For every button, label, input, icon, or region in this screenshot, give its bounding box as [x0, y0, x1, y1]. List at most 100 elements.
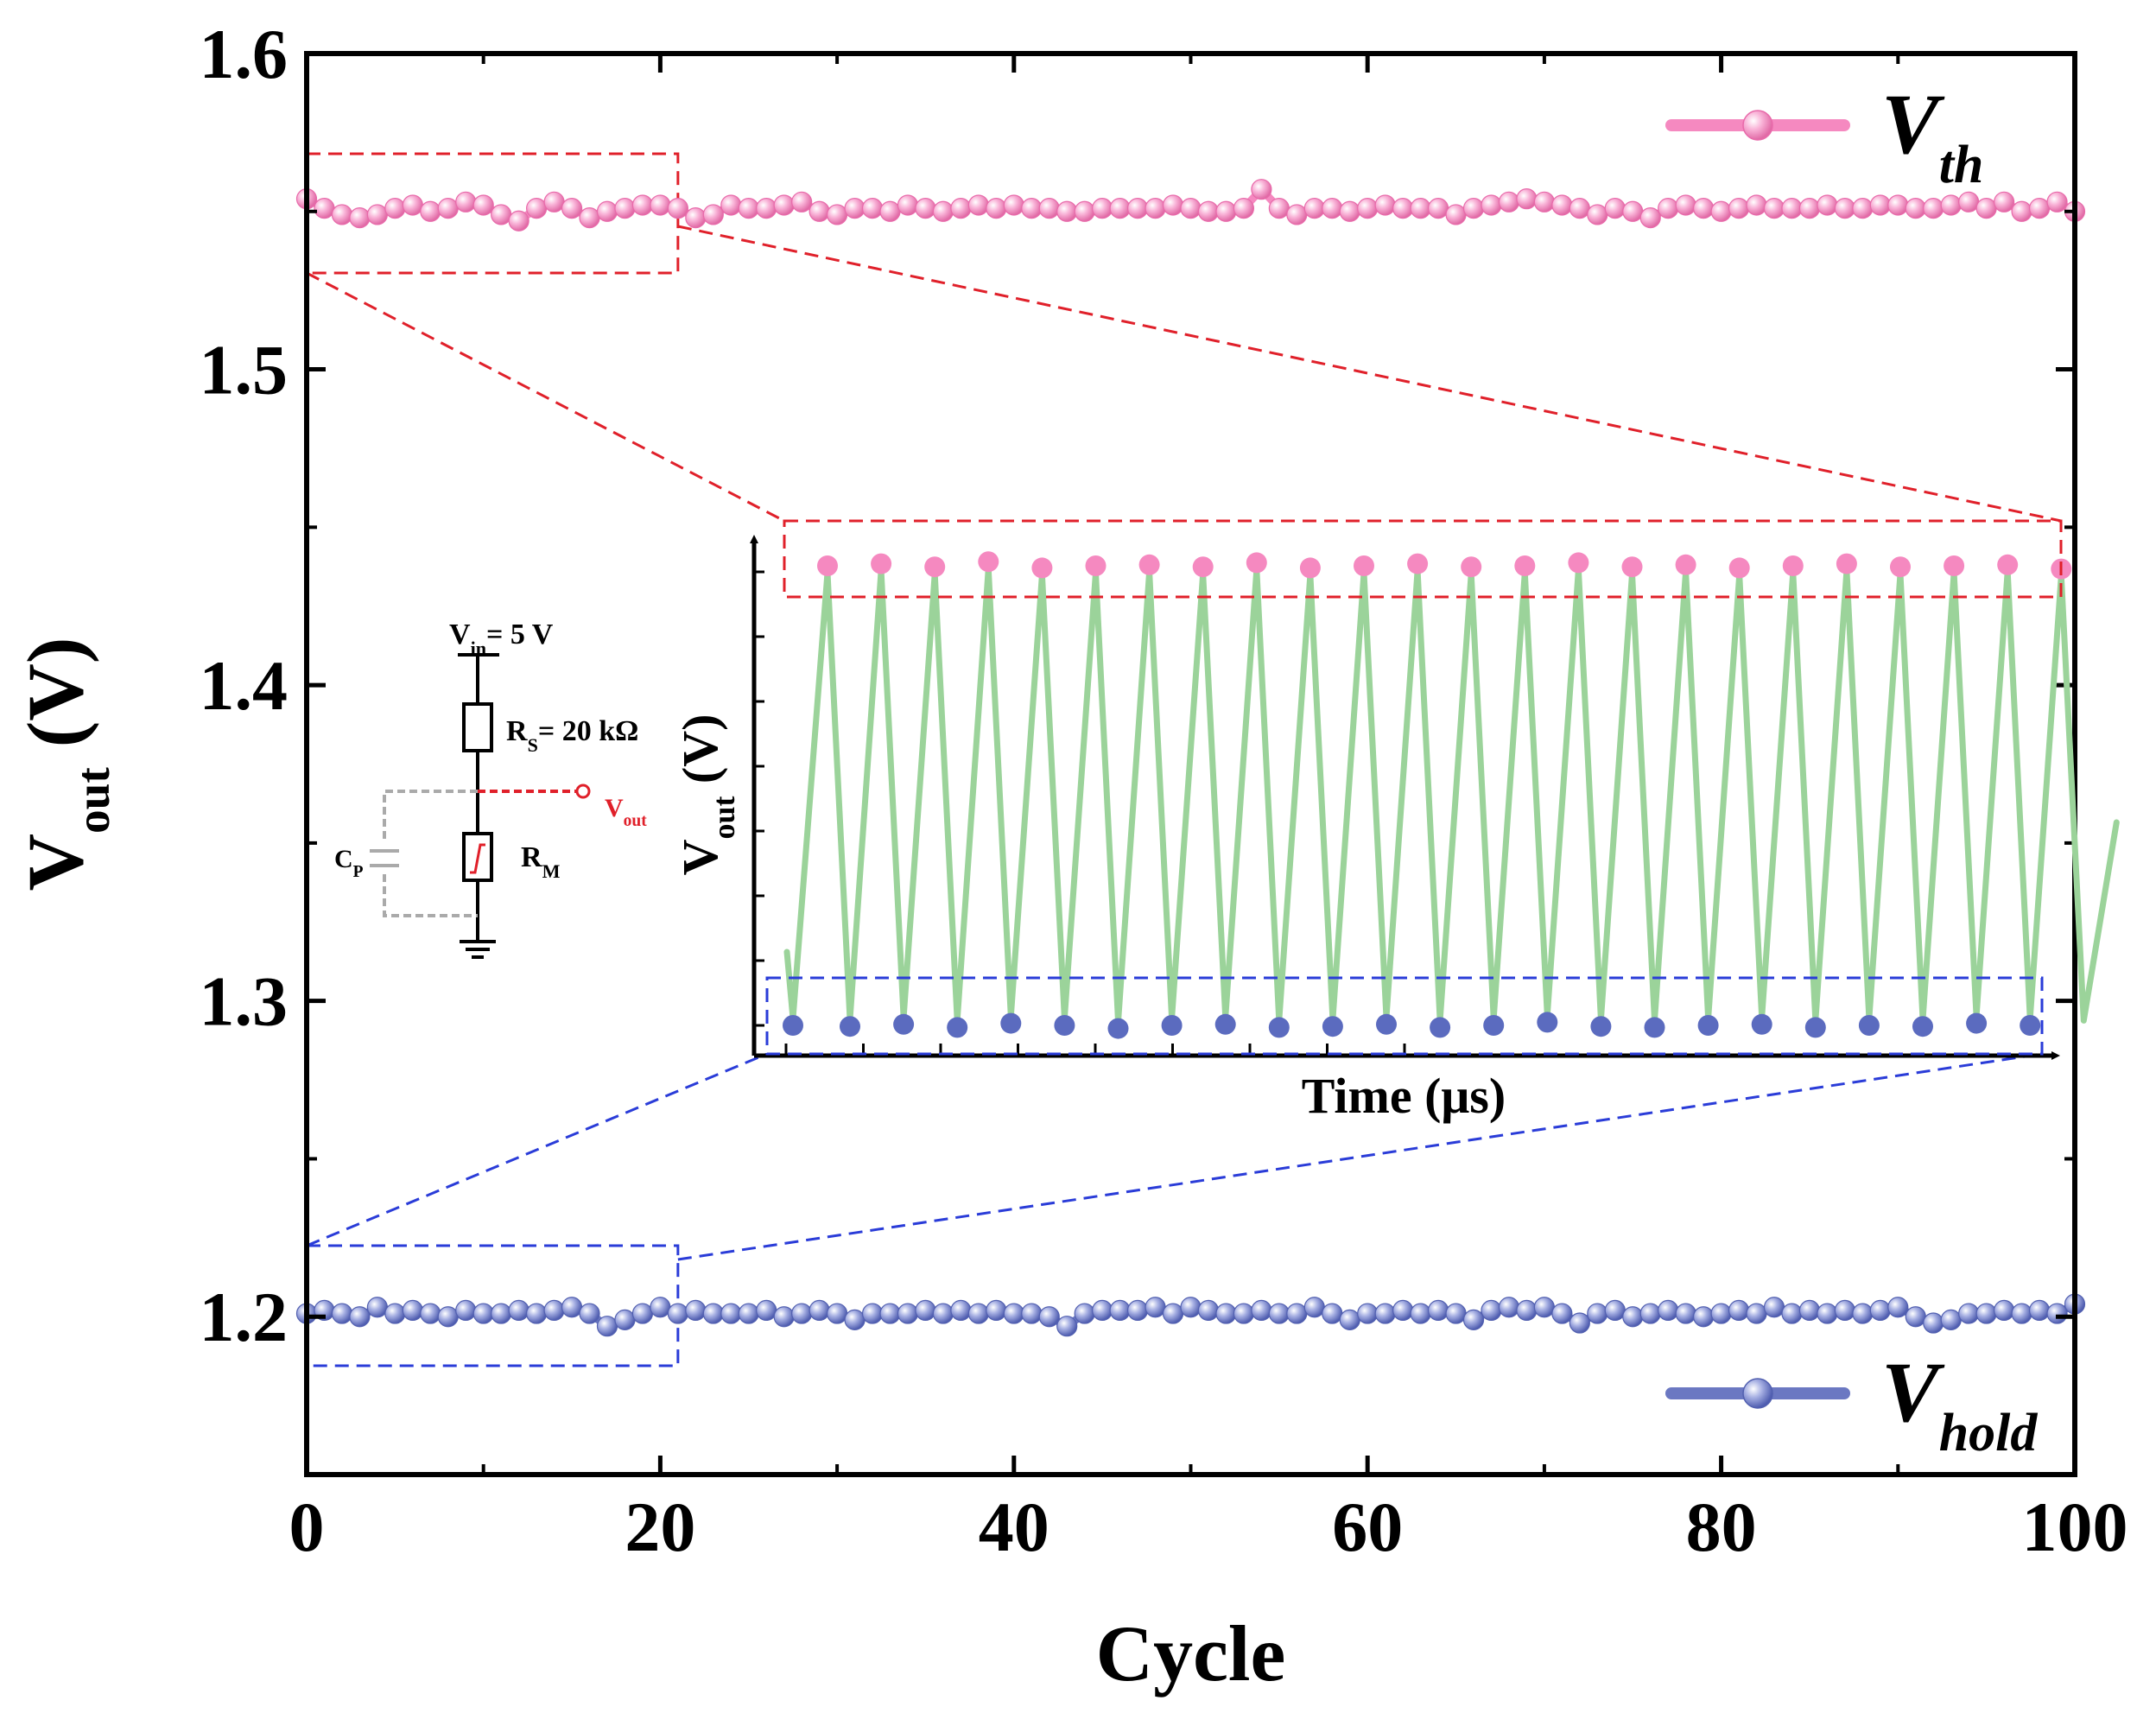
point-th-65 [1445, 204, 1467, 225]
point-hold-64 [1427, 1299, 1449, 1322]
inset-valley-point-9 [1322, 1016, 1343, 1037]
point-hold-71 [1551, 1303, 1573, 1324]
point-th-82 [1746, 194, 1767, 216]
point-th-35 [915, 198, 936, 219]
point-hold-82 [1746, 1303, 1767, 1324]
point-hold-72 [1569, 1312, 1590, 1334]
point-th-49 [1162, 194, 1184, 216]
point-hold-39 [986, 1299, 1007, 1322]
inset-valley-point-0 [840, 1016, 860, 1037]
point-hold-5 [384, 1303, 406, 1324]
point-th-48 [1145, 198, 1166, 219]
point-th-73 [1587, 204, 1608, 225]
inset-valley-point-22 [2020, 1015, 2041, 1036]
point-hold-44 [1074, 1303, 1095, 1324]
point-hold-22 [685, 1299, 707, 1322]
blue-guide-line-right [677, 1052, 2043, 1261]
point-th-32 [861, 198, 884, 219]
point-hold-58 [1322, 1303, 1343, 1324]
point-hold-27 [773, 1306, 795, 1328]
point-th-96 [1994, 191, 2015, 213]
inset-valley-point-12 [1483, 1015, 1505, 1036]
inset-peak-point-20 [1890, 556, 1911, 578]
point-hold-86 [1817, 1303, 1838, 1324]
inset-valley-point-21 [1966, 1012, 1988, 1034]
point-th-60 [1357, 198, 1379, 219]
point-th-2 [331, 204, 353, 225]
point-hold-9 [455, 1299, 477, 1322]
point-th-55 [1268, 198, 1290, 219]
point-hold-88 [1852, 1303, 1874, 1324]
point-th-69 [1516, 188, 1538, 210]
point-th-45 [1092, 198, 1113, 219]
point-th-97 [2011, 200, 2032, 222]
point-hold-29 [808, 1299, 830, 1322]
point-th-71 [1551, 194, 1573, 216]
point-hold-65 [1445, 1303, 1467, 1324]
point-hold-26 [756, 1299, 777, 1322]
circuit-rs-label: RS= 20 kΩ [506, 715, 638, 756]
inset-valley-point-8 [1268, 1017, 1290, 1038]
point-hold-36 [932, 1303, 954, 1324]
point-th-94 [1958, 191, 1980, 213]
inset-peak-point-0 [817, 555, 838, 576]
point-hold-83 [1763, 1297, 1785, 1318]
point-hold-53 [1233, 1303, 1255, 1324]
legend-marker-th [1742, 110, 1773, 141]
inset-peak-point-12 [1461, 556, 1482, 578]
point-hold-47 [1126, 1299, 1149, 1322]
point-th-42 [1038, 198, 1060, 219]
point-th-81 [1728, 198, 1750, 219]
point-th-36 [932, 200, 954, 222]
circuit-rs-resistor [462, 702, 493, 752]
point-hold-31 [844, 1309, 866, 1330]
point-th-92 [1923, 198, 1944, 219]
point-hold-52 [1215, 1303, 1237, 1324]
inset-peak-point-4 [1031, 557, 1053, 579]
point-hold-96 [1994, 1299, 2015, 1322]
point-th-41 [1021, 198, 1043, 219]
point-hold-11 [491, 1303, 512, 1324]
inset-valley-point-17 [1751, 1013, 1772, 1035]
point-hold-46 [1109, 1299, 1131, 1322]
point-th-3 [349, 206, 371, 229]
inset-valley-point-7 [1214, 1013, 1236, 1035]
point-hold-95 [1975, 1303, 1997, 1324]
point-th-59 [1339, 200, 1360, 222]
legend-label-th: Vth [1881, 76, 1983, 194]
inset-valley-point-5 [1107, 1018, 1129, 1039]
point-th-84 [1781, 198, 1803, 219]
point-hold-48 [1145, 1297, 1166, 1318]
point-th-58 [1322, 198, 1343, 219]
inset-valley-point-3 [1000, 1012, 1022, 1034]
circuit-rm-hysteresis-icon [470, 843, 485, 874]
point-th-11 [491, 204, 512, 225]
point-th-67 [1481, 194, 1502, 216]
point-th-27 [773, 194, 795, 216]
point-th-13 [526, 198, 548, 219]
inset-valley-point-15 [1644, 1017, 1665, 1038]
main-axes: 0 20 40 60 80 100 1.2 1.3 1.4 1.5 1.6 Cycle Vout (V) [11, 15, 2128, 1697]
y-tick-label: 1.4 [200, 646, 289, 725]
point-hold-21 [667, 1303, 688, 1324]
point-hold-16 [579, 1303, 600, 1324]
point-hold-10 [472, 1303, 494, 1324]
point-th-78 [1675, 194, 1696, 216]
x-tick-label: 100 [2022, 1488, 2128, 1566]
inset-valley-point-10 [1376, 1013, 1397, 1035]
point-th-99 [2046, 191, 2068, 213]
inset-valley-point-20 [1912, 1016, 1933, 1037]
point-hold-75 [1622, 1306, 1644, 1328]
point-th-39 [986, 198, 1007, 219]
x-tick-label: 60 [1332, 1488, 1403, 1566]
point-hold-91 [1905, 1306, 1926, 1328]
point-th-90 [1887, 194, 1909, 216]
point-hold-42 [1038, 1306, 1060, 1328]
point-hold-94 [1958, 1303, 1980, 1324]
point-hold-28 [791, 1303, 813, 1324]
point-hold-57 [1303, 1297, 1325, 1318]
point-th-10 [472, 194, 494, 216]
point-th-98 [2028, 198, 2051, 219]
point-hold-38 [967, 1303, 989, 1324]
